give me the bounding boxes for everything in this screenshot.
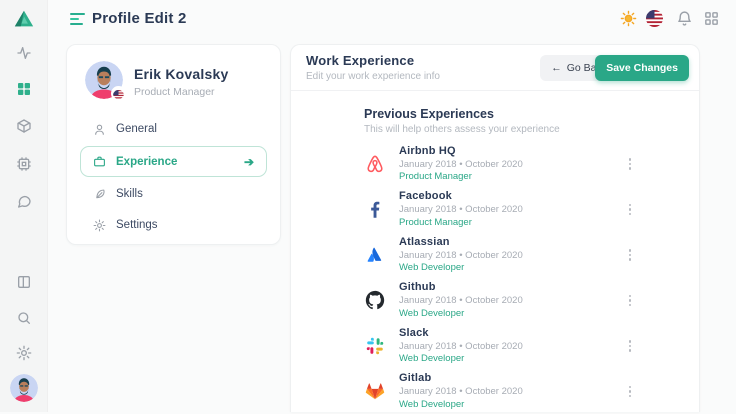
sidebar-rail [0, 0, 48, 412]
experience-period: January 2018 • October 2020 [399, 387, 624, 397]
app-logo-icon[interactable] [13, 8, 35, 30]
section-title: Previous Experiences [364, 107, 494, 121]
nav-item-label: Skills [116, 188, 143, 200]
kebab-menu-icon[interactable] [624, 383, 636, 401]
arrow-right-icon: ➔ [244, 155, 254, 169]
gear-icon [93, 219, 106, 232]
experience-company: Atlassian [399, 237, 624, 248]
work-experience-panel: Work Experience Edit your work experienc… [290, 44, 700, 412]
profile-nav: General ➔ Experience ➔ Skills ➔ Settings… [80, 115, 267, 239]
experience-period: January 2018 • October 2020 [399, 160, 624, 170]
kebab-menu-icon[interactable] [624, 292, 636, 310]
profile-role: Product Manager [134, 86, 215, 98]
experience-row: Atlassian January 2018 • October 2020 We… [364, 232, 636, 278]
nationality-flag-icon [111, 86, 126, 101]
profile-nav-item[interactable]: Settings ➔ [80, 211, 267, 239]
github-logo [364, 289, 386, 311]
panel-title: Work Experience [306, 53, 414, 68]
kebab-menu-icon[interactable] [624, 201, 636, 219]
profile-nav-item[interactable]: Skills ➔ [80, 180, 267, 208]
gear-icon[interactable] [16, 345, 32, 361]
search-icon[interactable] [16, 310, 32, 326]
save-changes-button[interactable]: Save Changes [595, 55, 689, 81]
experience-period: January 2018 • October 2020 [399, 205, 624, 215]
experience-row: Github January 2018 • October 2020 Web D… [364, 278, 636, 324]
profile-nav-item[interactable]: Experience ➔ [80, 146, 267, 177]
kebab-menu-icon[interactable] [624, 155, 636, 173]
theme-sun-icon[interactable] [620, 10, 637, 27]
nav-item-label: Experience [116, 156, 177, 168]
activity-icon[interactable] [16, 45, 32, 61]
package-icon[interactable] [16, 118, 32, 134]
experience-period: January 2018 • October 2020 [399, 296, 624, 306]
experience-row: Gitlab January 2018 • October 2020 Web D… [364, 369, 636, 414]
user-icon [93, 123, 106, 136]
page-title: Profile Edit 2 [92, 10, 187, 27]
experience-row: Slack January 2018 • October 2020 Web De… [364, 323, 636, 369]
experience-company: Github [399, 282, 624, 293]
layout-icon[interactable] [16, 274, 32, 290]
nav-item-label: General [116, 123, 157, 135]
experience-list: Airbnb HQ January 2018 • October 2020 Pr… [364, 141, 636, 414]
experience-role: Web Developer [399, 263, 624, 273]
kebab-menu-icon[interactable] [624, 246, 636, 264]
experience-period: January 2018 • October 2020 [399, 342, 624, 352]
experience-role: Web Developer [399, 354, 624, 364]
arrow-left-icon: ← [551, 62, 562, 74]
experience-company: Facebook [399, 191, 624, 202]
experience-role: Product Manager [399, 218, 624, 228]
notifications-bell-icon[interactable] [676, 10, 693, 27]
experience-period: January 2018 • October 2020 [399, 251, 624, 261]
atlassian-logo [364, 244, 386, 266]
grid-icon[interactable] [16, 81, 32, 97]
experience-row: Airbnb HQ January 2018 • October 2020 Pr… [364, 141, 636, 187]
profile-card: Erik Kovalsky Product Manager General ➔ … [66, 44, 281, 245]
kebab-menu-icon[interactable] [624, 337, 636, 355]
experience-role: Web Developer [399, 400, 624, 410]
experience-company: Gitlab [399, 373, 624, 384]
cpu-icon[interactable] [16, 156, 32, 172]
apps-grid-icon[interactable] [703, 10, 720, 27]
section-subtitle: This will help others assess your experi… [364, 124, 560, 135]
menu-toggle-icon[interactable] [70, 13, 85, 26]
airbnb-logo [364, 153, 386, 175]
profile-avatar [85, 61, 123, 99]
profile-nav-item[interactable]: General ➔ [80, 115, 267, 143]
profile-name: Erik Kovalsky [134, 66, 228, 82]
gitlab-logo [364, 380, 386, 402]
nav-item-label: Settings [116, 219, 158, 231]
slack-logo [364, 335, 386, 357]
panel-subtitle: Edit your work experience info [306, 71, 440, 82]
feather-icon [93, 188, 106, 201]
briefcase-icon [93, 155, 106, 168]
sidebar-avatar[interactable] [10, 374, 38, 402]
panel-header: Work Experience Edit your work experienc… [291, 45, 699, 91]
facebook-logo [364, 198, 386, 220]
experience-company: Airbnb HQ [399, 146, 624, 157]
experience-role: Product Manager [399, 172, 624, 182]
chat-icon[interactable] [16, 193, 32, 209]
experience-row: Facebook January 2018 • October 2020 Pro… [364, 187, 636, 233]
experience-role: Web Developer [399, 309, 624, 319]
language-flag-icon[interactable] [646, 10, 663, 27]
experience-company: Slack [399, 328, 624, 339]
